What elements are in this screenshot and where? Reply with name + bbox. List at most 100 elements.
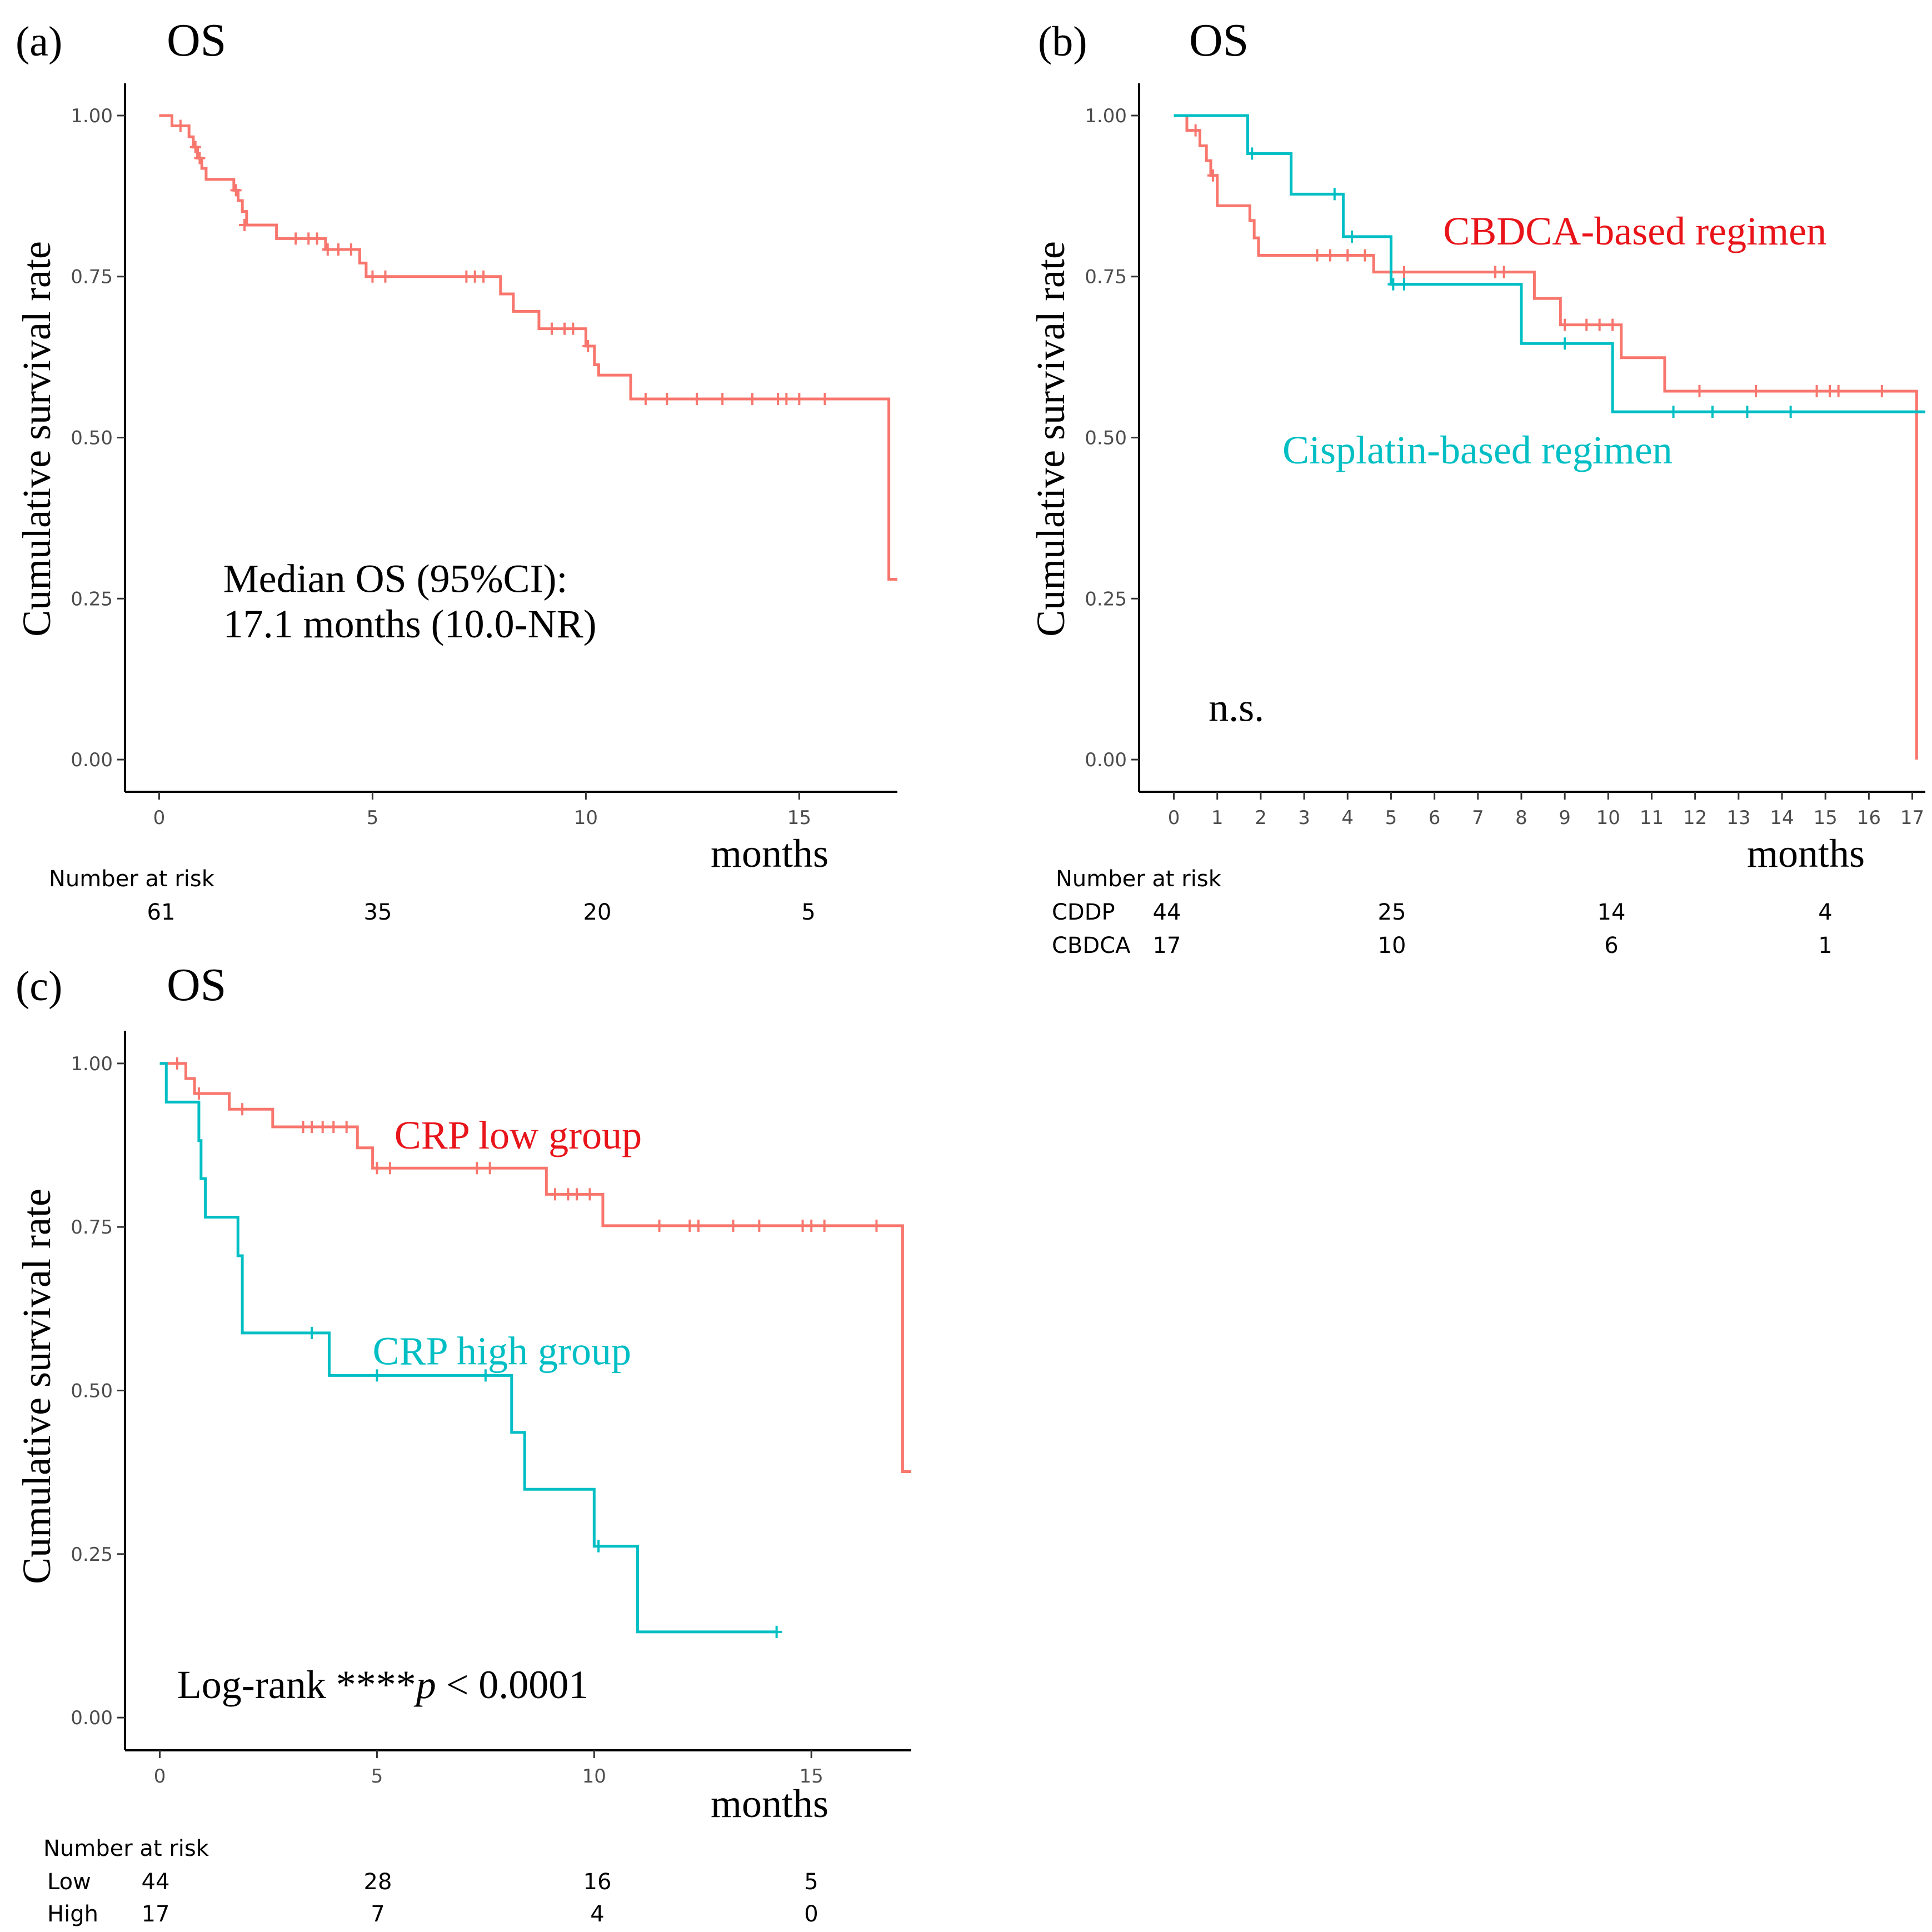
x-tick-label: 1 <box>1211 807 1224 829</box>
annotation: CRP low group <box>395 1113 642 1157</box>
annotation-text: Log-rank **** <box>177 1663 416 1707</box>
x-tick-label: 15 <box>800 1765 823 1788</box>
censor-mark <box>194 152 206 164</box>
risk-value: 14 <box>1597 900 1626 925</box>
y-tick-label: 0.50 <box>1085 427 1127 450</box>
censor-mark <box>332 243 344 256</box>
censor-mark <box>480 1369 491 1382</box>
censor-mark <box>717 392 728 405</box>
y-axis-label: Cumulative survival rate <box>1029 241 1073 637</box>
x-tick-label: 0 <box>1168 807 1180 829</box>
y-tick-label: 0.00 <box>71 749 113 771</box>
annotation: CRP high group <box>373 1329 631 1373</box>
censor-mark <box>1387 278 1399 291</box>
risk-row-label: Low <box>47 1869 91 1895</box>
x-tick-label: 17 <box>1900 807 1924 829</box>
risk-row-label: High <box>47 1901 98 1927</box>
censor-mark <box>193 1087 204 1100</box>
risk-value: 10 <box>1378 933 1406 958</box>
censor-mark <box>367 270 378 283</box>
censor-mark <box>584 1188 596 1201</box>
censor-mark <box>384 1162 396 1175</box>
censor-mark <box>1607 318 1619 331</box>
x-tick-label: 13 <box>1726 807 1750 829</box>
panel-title: OS <box>1189 14 1249 66</box>
risk-value: 17 <box>142 1901 170 1927</box>
censor-mark <box>1785 406 1796 418</box>
x-tick-label: 16 <box>1857 807 1881 829</box>
censor-mark <box>661 392 673 405</box>
censor-mark <box>549 1188 561 1201</box>
censor-mark <box>1342 249 1354 262</box>
km-panel-a: (a) OS 0.00 0.25 0.50 0.75 1.00 0 5 10 15 Cumulativ… <box>14 14 897 925</box>
censor-mark <box>237 1103 248 1116</box>
risk-row-label: CDDP <box>1052 900 1115 925</box>
censor-mark <box>306 1326 318 1339</box>
y-tick-label: 1.00 <box>1085 105 1127 127</box>
censor-mark <box>1750 385 1762 398</box>
annotation-italic: p <box>413 1663 436 1707</box>
annotation-text: Cisplatin-based regimen <box>1282 428 1673 472</box>
x-tick-label: 15 <box>1814 807 1838 829</box>
x-axis-label: months <box>711 1781 828 1826</box>
censor-mark <box>567 322 579 335</box>
censor-mark <box>1207 169 1219 182</box>
censor-mark <box>322 243 333 256</box>
censor-mark <box>1559 318 1571 331</box>
annotation-text: 17.1 months (10.0-NR) <box>223 602 597 646</box>
risk-value: 6 <box>1604 933 1618 958</box>
survival-curve-a <box>1174 114 1918 760</box>
censor-mark <box>189 141 201 153</box>
risk-value: 35 <box>364 900 392 925</box>
risk-value: 25 <box>1378 900 1406 925</box>
km-panel-b: (b) OS0.000.250.500.751.000 1 2 3 4 5 6 7 8 9 10 11 1… <box>1029 14 1925 958</box>
x-tick-label: 4 <box>1341 807 1354 829</box>
censor-mark <box>692 1219 704 1232</box>
panel-title: OS <box>167 14 226 66</box>
censor-mark <box>484 1162 496 1175</box>
annotation-text: CRP high group <box>373 1329 631 1373</box>
censor-mark <box>1668 406 1679 418</box>
censor-mark <box>753 1219 765 1232</box>
censor-mark <box>818 1219 830 1232</box>
x-tick-label: 10 <box>574 807 598 829</box>
censor-mark <box>1329 188 1340 201</box>
x-tick-label: 10 <box>1596 807 1620 829</box>
annotation-text: Median OS (95%CI): <box>223 557 568 601</box>
x-axis-label: months <box>711 831 828 876</box>
y-axis-label: Cumulative survival rate <box>14 241 59 637</box>
x-tick-label: 3 <box>1298 807 1310 829</box>
risk-value: 7 <box>371 1901 385 1927</box>
censor-mark <box>1324 249 1336 262</box>
censor-mark <box>1359 249 1371 262</box>
annotation: Log-rank ****p < 0.0001 <box>177 1663 589 1707</box>
risk-row-label: CBDCA <box>1052 933 1131 958</box>
risk-value: 5 <box>801 900 815 925</box>
censor-mark <box>793 392 805 405</box>
x-tick-label: 0 <box>154 1765 166 1788</box>
x-tick-label: 2 <box>1255 807 1267 829</box>
censor-mark <box>593 1540 605 1552</box>
risk-value: 4 <box>1818 900 1832 925</box>
survival-curve-a <box>159 114 897 581</box>
x-tick-label: 6 <box>1429 807 1441 829</box>
annotation-text: CBDCA-based regimen <box>1443 209 1826 253</box>
censor-mark <box>1811 385 1823 398</box>
risk-value: 44 <box>142 1869 170 1895</box>
censor-mark <box>771 1625 782 1638</box>
y-tick-label: 0.50 <box>71 427 113 450</box>
risk-value: 17 <box>1153 933 1181 958</box>
censor-mark <box>1833 385 1844 398</box>
annotation: n.s. <box>1209 686 1264 730</box>
y-tick-label: 1.00 <box>71 105 113 127</box>
censor-mark <box>871 1219 882 1232</box>
x-tick-label: 5 <box>371 1765 383 1788</box>
y-tick-label: 0.25 <box>1085 588 1127 610</box>
censor-mark <box>1190 124 1201 137</box>
risk-value: 44 <box>1153 900 1181 925</box>
censor-mark <box>341 1121 352 1134</box>
y-tick-label: 0.50 <box>71 1380 113 1402</box>
y-tick-label: 0.00 <box>1085 749 1127 771</box>
y-tick-label: 0.00 <box>71 1707 113 1729</box>
